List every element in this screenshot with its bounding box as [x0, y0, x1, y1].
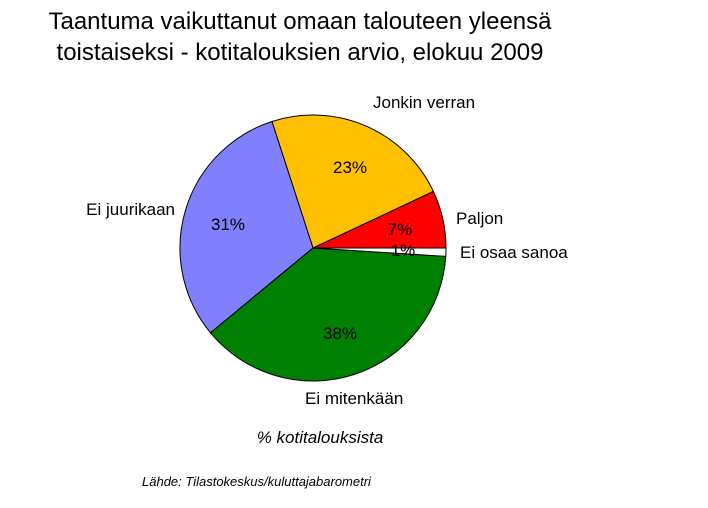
x-axis-label: % kotitalouksista [256, 428, 384, 447]
chart-title: Taantuma vaikuttanut omaan talouteen yle… [0, 6, 600, 68]
pie-slice-jonkin-verran [271, 114, 435, 249]
chart-title-line-2: toistaiseksi - kotitalouksien arvio, elo… [56, 39, 544, 66]
chart-title-line-1: Taantuma vaikuttanut omaan talouteen yle… [48, 8, 552, 35]
slice-value-label-jonkin-verran: 23% [333, 158, 367, 177]
pie-slice-ei-mitenkään [209, 247, 447, 382]
slice-value-label-paljon: 7% [388, 220, 413, 239]
slice-value-label-ei-osaa-sanoa: 1% [391, 241, 416, 260]
slice-value-label-ei-mitenkään: 38% [323, 324, 357, 343]
pie-slice-ei-juurikaan [179, 120, 314, 334]
slice-value-label-ei-juurikaan: 31% [211, 215, 245, 234]
slice-category-label-paljon: Paljon [456, 209, 503, 228]
slice-category-label-ei-juurikaan: Ei juurikaan [86, 200, 175, 219]
slice-category-label-jonkin-verran: Jonkin verran [373, 93, 475, 112]
source-note: Lähde: Tilastokeskus/kuluttajabarometri [142, 474, 371, 489]
pie-slice-ei-osaa-sanoa [312, 247, 447, 257]
slice-category-label-ei-osaa-sanoa: Ei osaa sanoa [460, 243, 568, 262]
slice-category-label-ei-mitenkään: Ei mitenkään [305, 389, 403, 408]
